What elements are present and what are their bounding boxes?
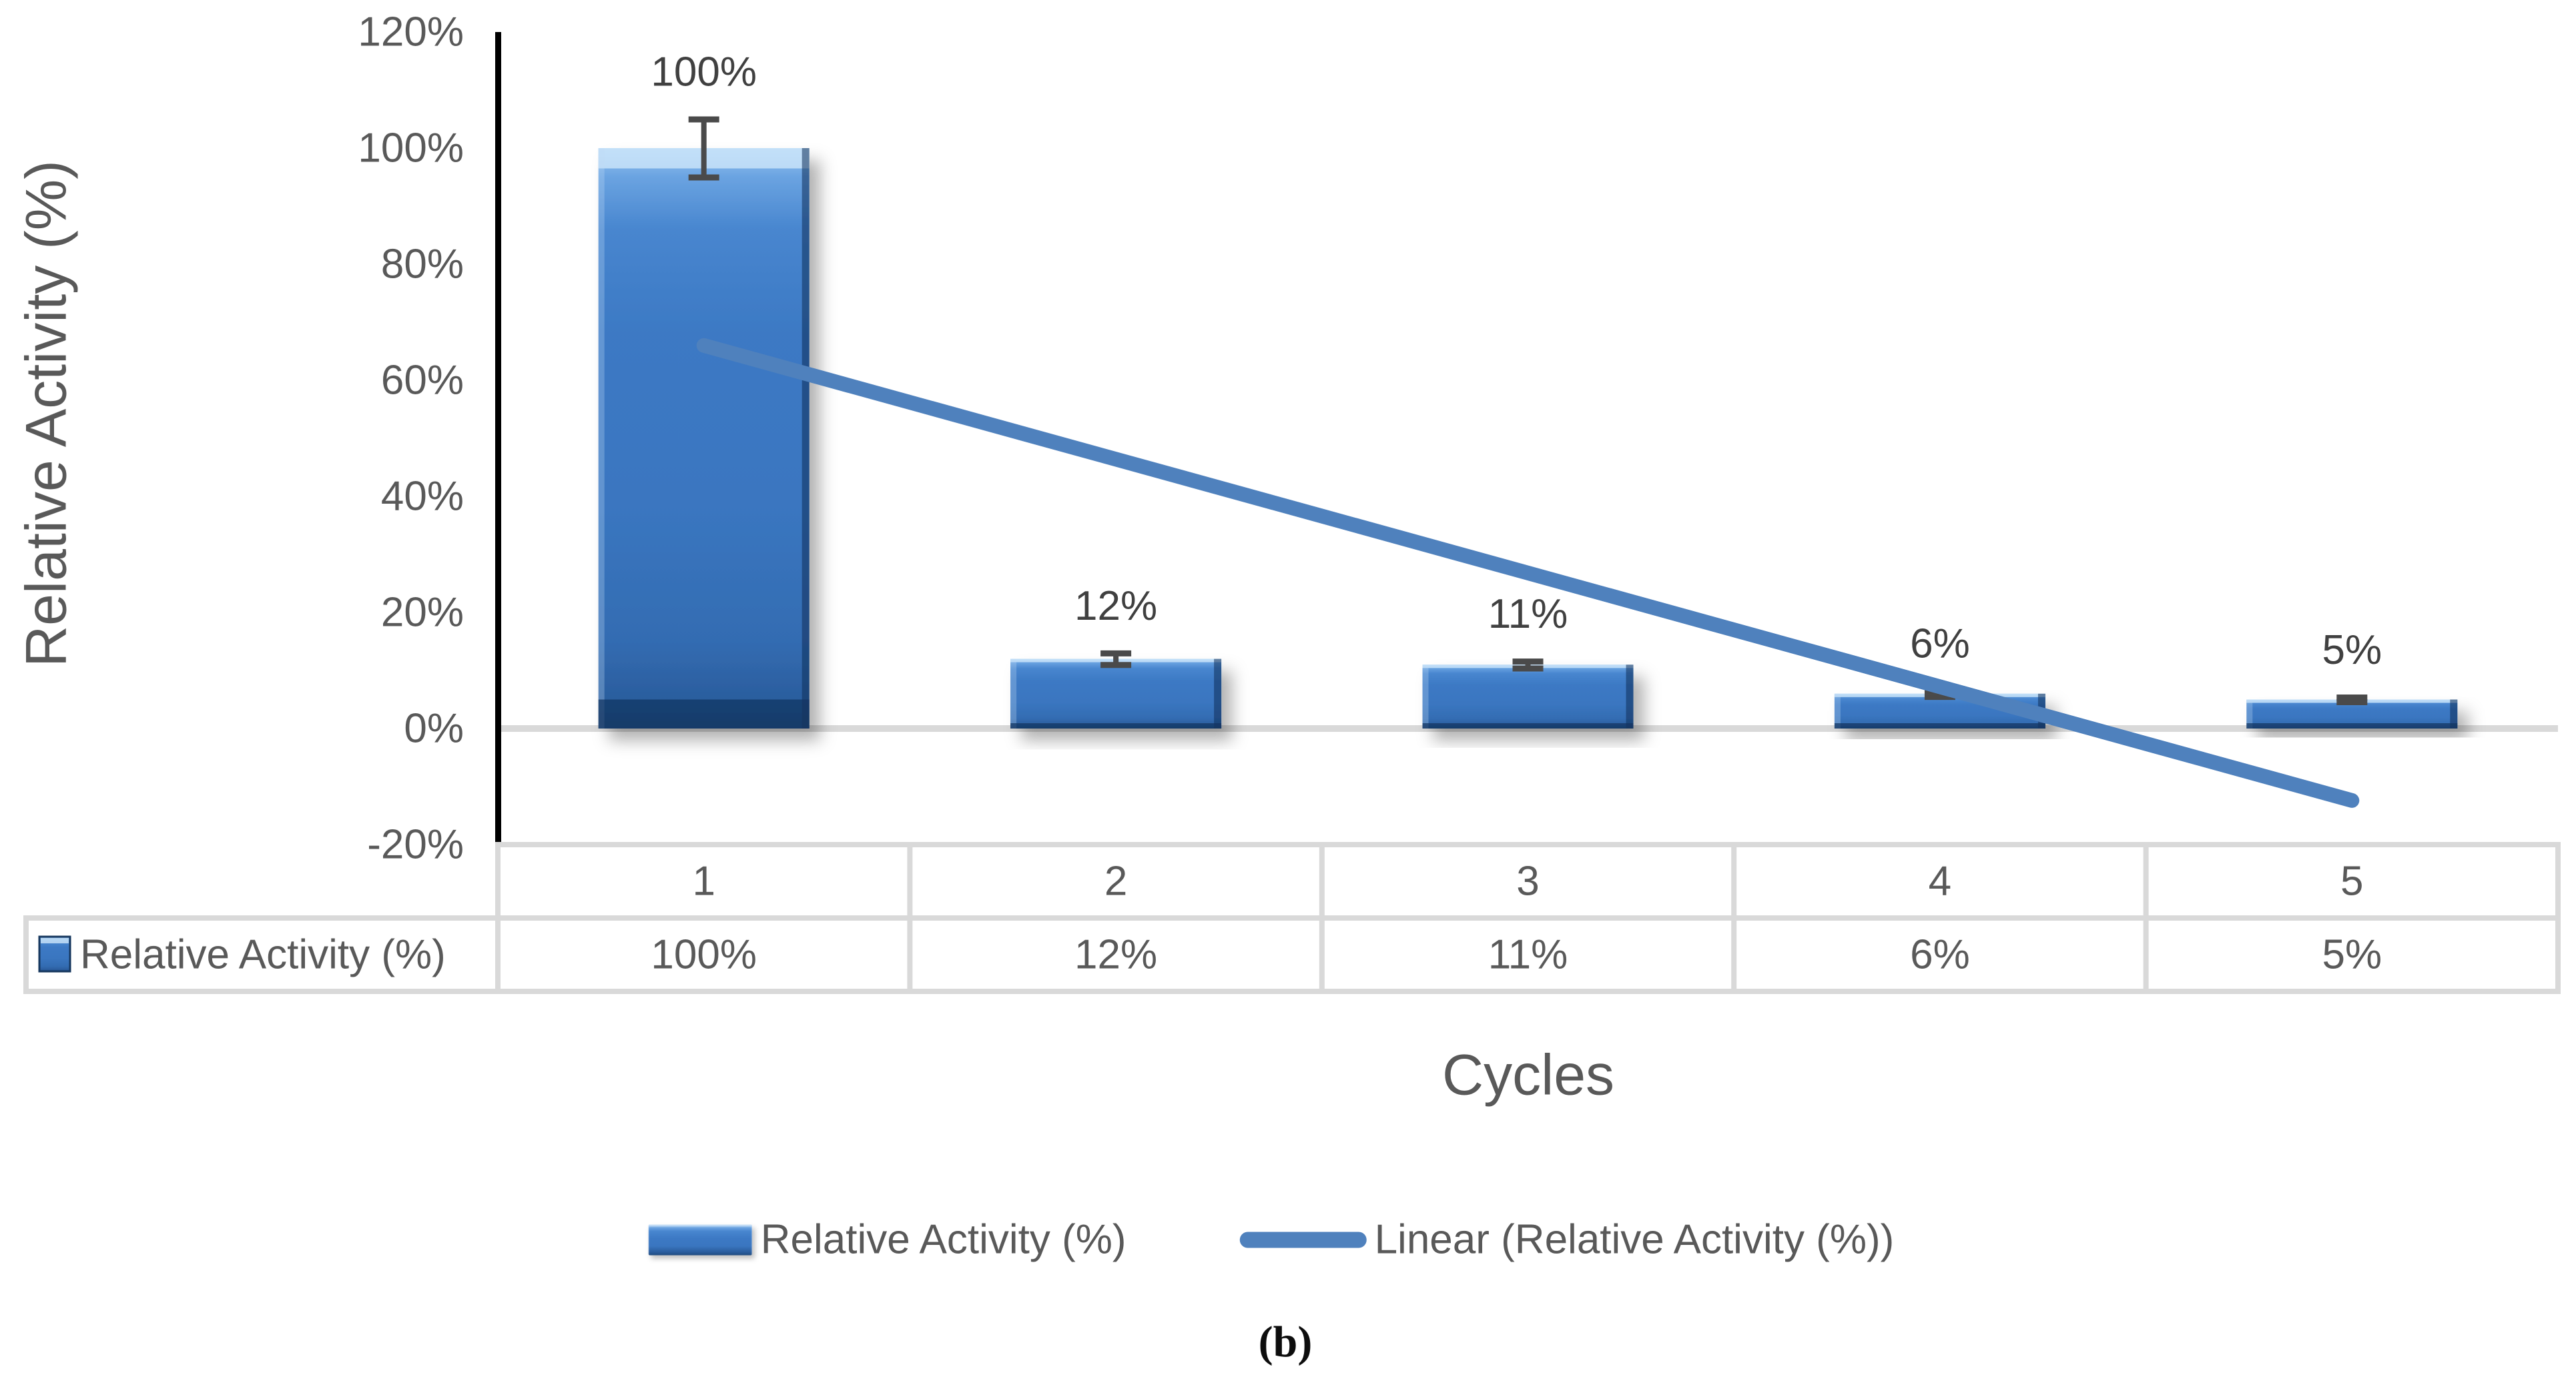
trendline [696, 338, 2360, 808]
table-row-label: Relative Activity (%) [80, 932, 446, 978]
table-grid-line [2555, 842, 2561, 994]
bar-data-label: 12% [1074, 583, 1157, 629]
table-value-cell: 11% [1488, 932, 1568, 978]
table-value-cell: 100% [651, 932, 757, 978]
legend-trendline-swatch-icon [1239, 1232, 1367, 1248]
y-tick-label: 0% [404, 706, 464, 752]
table-category-cell: 4 [1929, 859, 1951, 905]
bar-data-label: 6% [1910, 620, 1970, 666]
y-tick-label: 100% [358, 125, 464, 171]
table-grid-line [23, 989, 2561, 994]
table-value-cell: 12% [1074, 932, 1157, 978]
table-category-cell: 3 [1516, 859, 1539, 905]
error-bar [2336, 695, 2368, 705]
figure-caption: (b) [1258, 1318, 1313, 1366]
table-value-cell: 5% [2322, 932, 2382, 978]
table-category-cell: 2 [1104, 859, 1127, 905]
chart-legend: Relative Activity (%) Linear (Relative A… [648, 1216, 1895, 1264]
error-bar [1100, 650, 1132, 668]
x-axis-title: Cycles [1441, 1043, 1615, 1107]
y-tick-label: 40% [381, 474, 464, 520]
bar [598, 148, 810, 729]
table-grid-line [1731, 842, 1737, 994]
y-axis-line [495, 32, 501, 842]
bar-data-label: 5% [2322, 627, 2382, 673]
y-tick-label: -20% [367, 822, 464, 868]
table-grid-line [495, 842, 2561, 847]
legend-bar-label: Relative Activity (%) [760, 1216, 1126, 1263]
legend-trendline-label: Linear (Relative Activity (%)) [1374, 1216, 1895, 1263]
table-value-cell: 6% [1910, 932, 1970, 978]
bar [1422, 664, 1634, 729]
y-tick-label: 60% [381, 358, 464, 404]
bar [1010, 658, 1222, 729]
table-category-cell: 1 [692, 859, 715, 905]
table-legend-key-icon [38, 935, 71, 973]
legend-bar-swatch-icon [648, 1224, 752, 1255]
data-table-grid [23, 842, 2561, 994]
y-tick-label: 80% [381, 242, 464, 288]
table-grid-line [23, 915, 29, 994]
bar-data-label: 100% [651, 49, 757, 95]
error-bar [1512, 658, 1544, 672]
y-tick-label: 20% [381, 590, 464, 636]
table-grid-line [2143, 842, 2149, 994]
bar-data-label: 11% [1488, 591, 1568, 637]
table-grid-line [907, 842, 913, 994]
table-grid-line [495, 842, 501, 994]
error-bar [688, 116, 719, 181]
table-grid-line [1319, 842, 1325, 994]
table-grid-line [23, 915, 2561, 921]
y-axis-title: Relative Activity (%) [14, 160, 79, 667]
y-tick-label: 120% [358, 9, 464, 55]
table-category-cell: 5 [2340, 859, 2363, 905]
